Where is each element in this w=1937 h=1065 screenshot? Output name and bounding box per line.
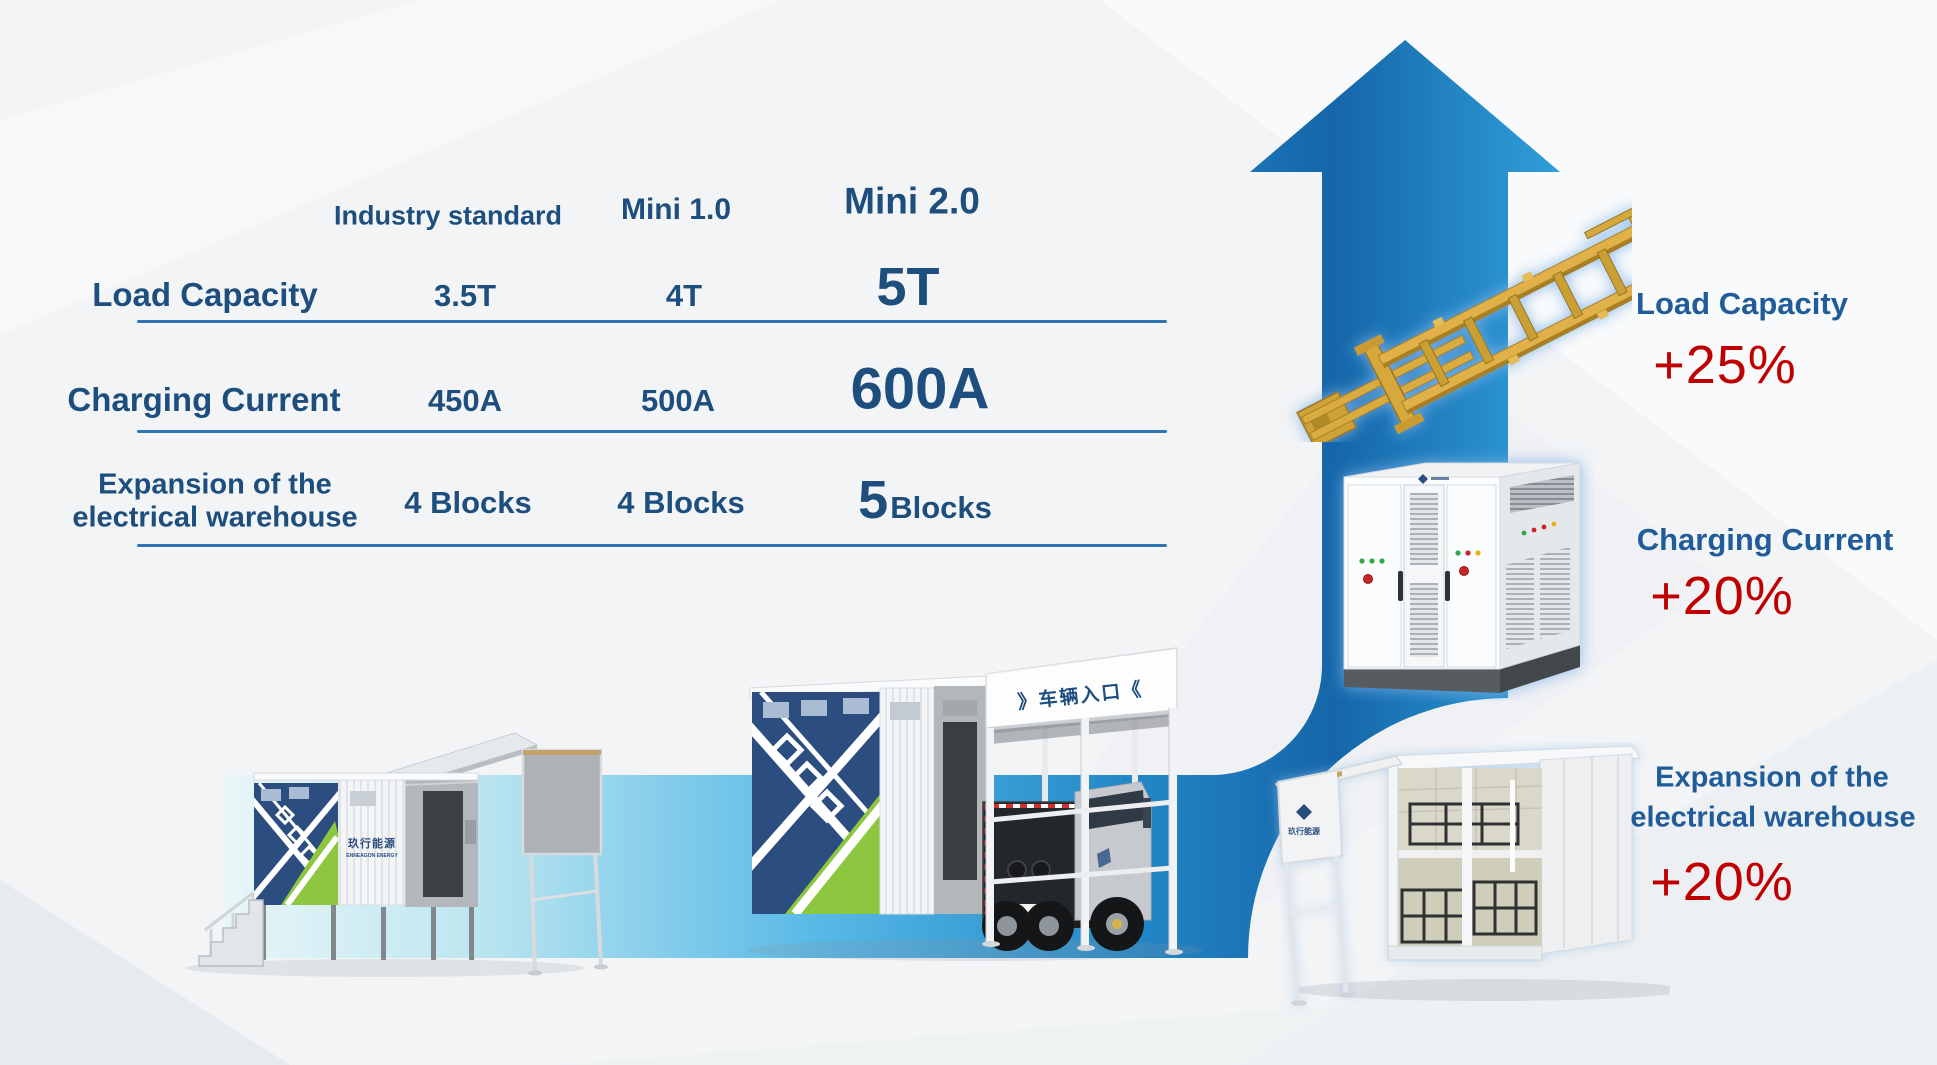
benefit-expansion-label-line1: Expansion of the [1655,761,1889,794]
row-label-expansion: Expansion of the electrical warehouse [72,469,357,536]
benefit-load-capacity-delta: +25% [1653,334,1797,395]
truck [982,781,1152,951]
benefit-expansion-label-line2: electrical warehouse [1630,801,1916,834]
benefit-charging-current-label: Charging Current [1636,522,1894,558]
benefit-charging-current-delta: +20% [1650,565,1794,626]
benefit-load-capacity-label: Load Capacity [1636,286,1848,322]
row-label-expansion-line1: Expansion of the [98,468,332,501]
awning-logo-icon [1296,804,1312,820]
container-brand-cn: 玖行能源 [348,836,396,850]
column-header-mini-2-0: Mini 2.0 [844,180,980,222]
cell-load-capacity-mini2: 5T [876,256,940,317]
cell-expansion-mini2: 5 Blocks [858,469,992,531]
cell-expansion-industry: 4 Blocks [404,485,532,521]
swap-station-large-image: 》车辆入口《 [747,647,1203,961]
swap-station-small-image: 玖行能源 ENNEAGON ENERGY [185,732,608,977]
cell-load-capacity-mini1: 4T [665,278,703,314]
benefit-expansion-delta: +20% [1650,851,1794,912]
cell-charging-current-mini2: 600A [850,356,990,422]
charging-cabinet-image [1343,462,1581,693]
row-label-expansion-line2: electrical warehouse [72,502,358,534]
warehouse-expansion-image: 玖行能源 [1274,745,1670,1006]
cell-charging-current-industry: 450A [427,383,503,419]
column-header-mini-1-0: Mini 1.0 [620,192,732,226]
awning-brand-cn: 玖行能源 [1288,826,1320,836]
expansion-mini2-unit: Blocks [890,489,992,525]
column-header-industry-standard: Industry standard [333,200,563,231]
cell-charging-current-mini1: 500A [640,383,716,419]
cabinet-logo-icon [1418,474,1428,484]
cell-expansion-mini1: 4 Blocks [617,485,745,521]
table-divider-line [137,320,1167,323]
stairs [198,891,264,967]
container-brand-en: ENNEAGON ENERGY [346,853,398,859]
expansion-mini2-number: 5 [858,469,889,530]
row-label-load-capacity: Load Capacity [92,276,318,314]
table-divider-line [137,544,1167,547]
cell-load-capacity-industry: 3.5T [433,278,497,314]
row-label-charging-current: Charging Current [67,381,341,419]
table-divider-line [137,430,1167,433]
truck-chassis-image [1296,206,1632,442]
